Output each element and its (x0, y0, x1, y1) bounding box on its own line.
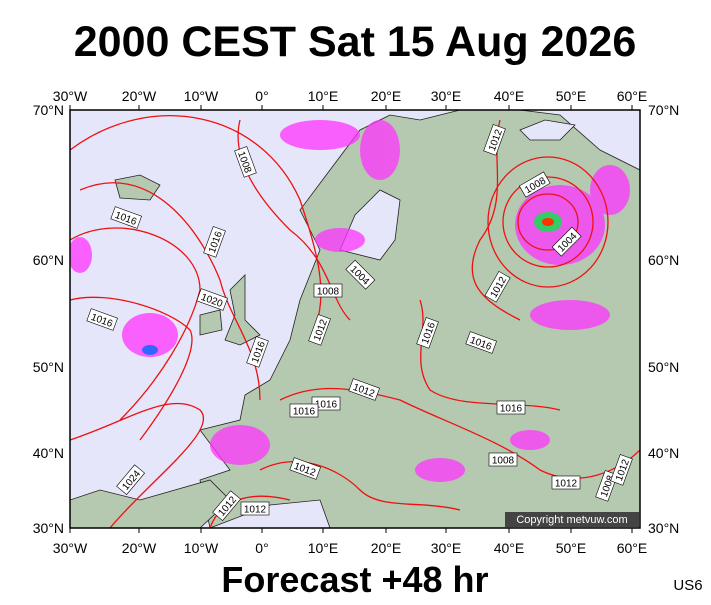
isobar-label-bg (234, 146, 257, 178)
isobar-label-box: 1016 (289, 403, 319, 418)
isobar-label: 1012 (555, 479, 578, 490)
isobar-label-bg (311, 396, 341, 411)
isobar-label-bg (416, 317, 439, 349)
isobar-label-box: 1016 (496, 400, 526, 415)
isobar-label-bg (488, 452, 518, 467)
isobar-label: 1016 (315, 400, 338, 411)
isobar-label: 1008 (317, 287, 340, 298)
lon-label: 20°E (371, 540, 402, 556)
isobar-label: 1008 (492, 456, 515, 467)
isobar-label-bg (313, 283, 343, 298)
lon-label: 40°E (494, 88, 525, 104)
isobar-label-bg (551, 475, 581, 490)
isobar-label: 1016 (293, 407, 316, 418)
lon-label: 30°W (53, 88, 88, 104)
isobar-label-bg (496, 400, 526, 415)
lat-label: 40°N (33, 445, 64, 461)
lon-label: 20°W (122, 540, 157, 556)
lon-label: 10°E (308, 88, 339, 104)
lon-label: 30°E (431, 88, 462, 104)
lon-label: 50°E (556, 540, 587, 556)
copyright: Copyright metvuw.com (516, 514, 627, 526)
lat-label: 70°N (648, 102, 679, 118)
precip-core (142, 345, 158, 355)
isobar-label-bg (483, 124, 506, 156)
isobar-label-bg (348, 378, 380, 401)
lat-label: 50°N (33, 359, 64, 375)
isobar-label: 1016 (500, 404, 523, 415)
isobar-label-box: 1008 (313, 283, 343, 298)
lon-label: 60°E (617, 88, 648, 104)
lon-label: 20°E (371, 88, 402, 104)
map-area: Copyright metvuw.com (70, 110, 640, 528)
isobar-label-bg (246, 336, 269, 368)
lon-label: 30°W (53, 540, 88, 556)
isobar-label-bg (484, 270, 511, 303)
product-code: US6 (673, 577, 702, 594)
isobar-label-bg (551, 226, 582, 257)
isobar-label-box: 1016 (311, 396, 341, 411)
lon-label: 30°E (431, 540, 462, 556)
lat-label: 30°N (648, 520, 679, 536)
isobar-label-bg (289, 403, 319, 418)
lon-label: 60°E (617, 540, 648, 556)
isobar-label-bg (240, 501, 270, 516)
isobar-label-bg (86, 308, 118, 331)
isobar-label-bg (345, 259, 376, 290)
lat-label: 70°N (33, 102, 64, 118)
lon-label: 40°E (494, 540, 525, 556)
lon-label: 20°W (122, 88, 157, 104)
isobar-label-bg (289, 457, 321, 480)
copyright-box (505, 512, 639, 527)
isobar-label: 1012 (244, 505, 267, 516)
isobar-label-bg (196, 288, 228, 311)
lon-label: 10°E (308, 540, 339, 556)
isobar-label-box: 1012 (551, 475, 581, 490)
lat-label: 30°N (33, 520, 64, 536)
labels: 30°W 30°W 20°W 20°W 10°W 10°W 0° 0° 10°E 10°E 20°E… (33, 88, 680, 556)
map-frame (69, 109, 641, 529)
precip-core (542, 218, 554, 226)
lon-label: 0° (255, 88, 268, 104)
lon-label: 10°W (184, 540, 219, 556)
isobar-label-bg (518, 171, 551, 198)
lat-label: 40°N (648, 445, 679, 461)
isobar-label-bg (212, 490, 242, 522)
precipitation (70, 120, 630, 482)
lon-label: 10°W (184, 88, 219, 104)
lon-label: 50°E (556, 88, 587, 104)
forecast-label: Forecast +48 hr (221, 559, 488, 600)
isobar-label-bg (203, 226, 226, 258)
lat-label: 60°N (648, 252, 679, 268)
isobar-label-bg (610, 454, 633, 486)
title: 2000 CEST Sat 15 Aug 2026 (74, 18, 636, 66)
isobar-label-bg (116, 464, 146, 496)
isobar-label-bg (465, 331, 497, 354)
lat-label: 50°N (648, 359, 679, 375)
isobar-label-bg (110, 206, 142, 229)
lat-label: 60°N (33, 252, 64, 268)
isobar-label-box: 1012 (240, 501, 270, 516)
lon-label: 0° (255, 540, 268, 556)
isobar-label-bg (308, 314, 331, 346)
isobar-label-box: 1008 (488, 452, 518, 467)
